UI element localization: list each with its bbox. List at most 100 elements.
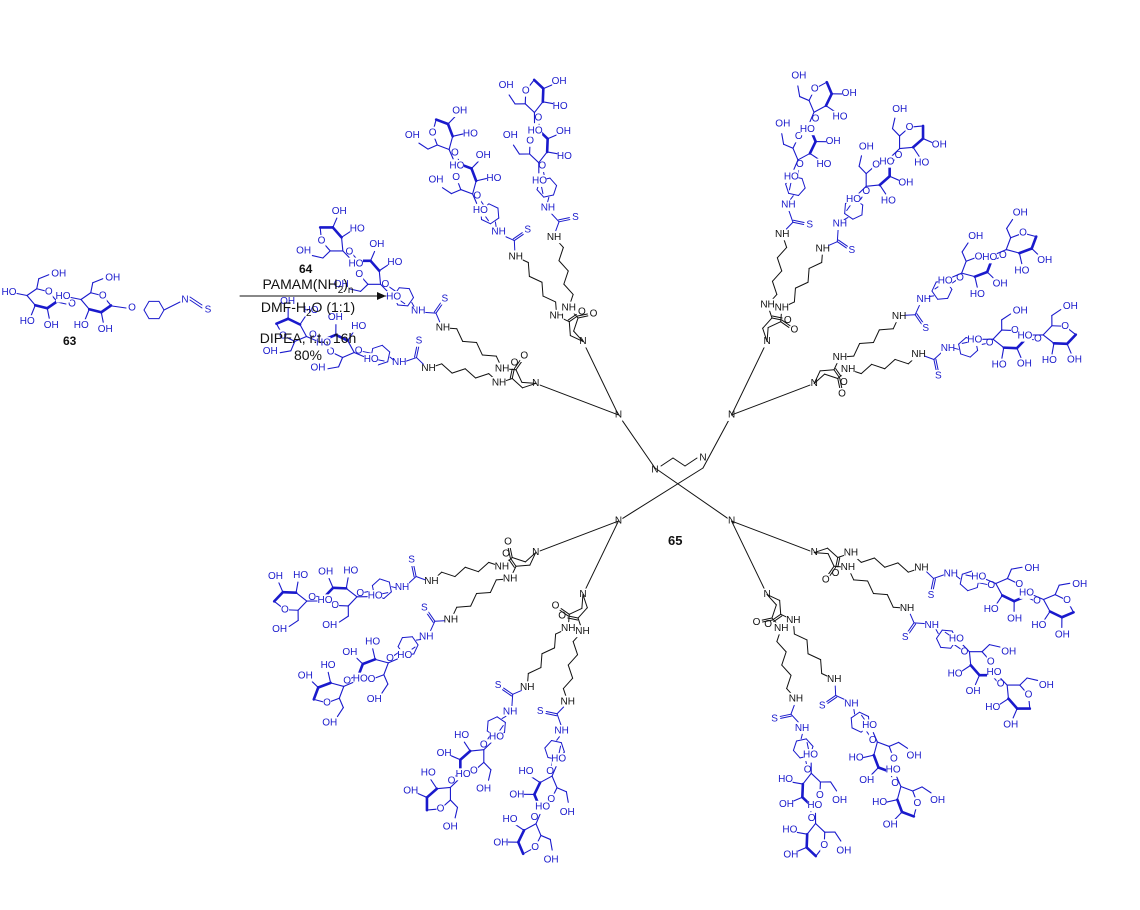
arm-3-glc-ring-bond	[530, 154, 539, 163]
arm-5-gal-ring-bond	[900, 147, 914, 148]
arm-13-gal-oh-bond	[418, 793, 427, 797]
arm-6-thiourea-bond	[915, 304, 920, 315]
arm-9-gal-ch2-bond	[1020, 678, 1027, 685]
arm-12-gal-ring-oxygen: O	[531, 842, 539, 853]
arm-4-phenyl-bond	[786, 184, 789, 193]
arm-5-phenyl-bond	[845, 204, 846, 214]
arm-9-phenyl-bond	[937, 638, 941, 647]
arm-5-sulfur: S	[849, 245, 856, 256]
condition-line-3: DIPEA, r.t., 16h	[238, 330, 378, 347]
arm-10-spacer-bond	[780, 600, 781, 614]
arm-13-glc-ring-bond	[460, 751, 470, 760]
arm-12-thiourea-bond	[557, 714, 561, 725]
reaction-arrow-head	[377, 292, 386, 300]
arm-3-spacer-bond	[564, 284, 573, 294]
arm-12-phenyl-bond	[545, 741, 552, 748]
arm-14-spacer-bond	[490, 580, 496, 593]
arm-1-spacer-bond	[516, 370, 522, 383]
arm-4-gal-ring-bond	[809, 101, 814, 113]
arm-4-gal-hydroxyl: OH	[842, 88, 857, 99]
arm-10-linker-bond	[821, 660, 822, 674]
arm-7-phenyl-bond	[959, 344, 961, 354]
arm-10-glc-hydroxyl: HO	[862, 720, 877, 731]
arm-15-linker-bond	[442, 572, 455, 576]
arm-8-gal-hydroxyl: OH	[1072, 579, 1087, 590]
arm-15-glc-ring-bond	[348, 597, 357, 606]
arm-7-gal-hydroxyl: OH	[1067, 354, 1082, 365]
arm-8-gal-ch2-bond	[1055, 585, 1059, 594]
arm-1-interglycosidic-o: O	[345, 247, 353, 258]
arm-13-glc-oh-bond	[451, 756, 460, 760]
arm-10-aryl-nh: NH	[844, 699, 858, 710]
arm-4-phenyl-bond	[799, 188, 806, 195]
arm-14-glc-hydroxyl: HO	[397, 650, 412, 661]
arm-13-glc-ring-bond	[470, 750, 484, 751]
arm-7-glc-ring-bond	[993, 339, 1004, 347]
arm-12-gal-hydroxyl: HO	[535, 801, 550, 812]
arm-8-glc-ch2-bond	[1007, 569, 1011, 578]
cmpd63-phenyl-bond	[144, 301, 149, 310]
arm-10-phenyl-bond	[852, 728, 861, 732]
arm-7-glc-ring-bond	[993, 330, 1002, 339]
arm-1-thiourea-nh: NH	[436, 322, 450, 333]
arm-10-glc-ch2-bond	[899, 742, 908, 748]
condition-solvent-ratio: O (1:1)	[312, 299, 356, 315]
arm-12-amide-nh: NH	[575, 626, 589, 637]
cmpd63-glc-hydroxyl: OH	[98, 324, 113, 335]
arm-8-gal-hydroxyl: HO	[1031, 620, 1046, 631]
arm-13-glc-hydroxyl: OH	[437, 748, 452, 759]
arm-5-gal-hydroxyl: OH	[932, 140, 947, 151]
arm-6-gal-ring-bond	[1006, 250, 1019, 254]
arm-8-gal-hydroxyl: HO	[1019, 588, 1034, 599]
arm-7-gal-ring-bond	[1043, 335, 1054, 343]
arm-10-glc-hydroxyl: HO	[849, 752, 864, 763]
condition-reagent: PAMAM(NH	[263, 276, 338, 292]
arm-10-gal-ring-bond	[901, 787, 913, 791]
arm-7-phenyl-bond	[970, 350, 977, 357]
arm-7-glc-oh-bond	[1002, 348, 1004, 359]
arm-1-glycosidic-o: O	[382, 279, 390, 290]
arm-14-spacer-bond	[477, 592, 491, 593]
arm-14-gal-ch2-bond	[337, 708, 343, 717]
arm-7-gal-ch2-bond	[1052, 310, 1061, 316]
arm-9-spacer-bond	[854, 580, 868, 581]
arm-3-glc-ring-bond	[547, 139, 548, 152]
arm-12-glc-hydroxyl: HO	[519, 766, 534, 777]
arm-6-aryl-bond	[929, 296, 933, 297]
arm-9-glc-ch2-bond	[982, 645, 989, 652]
arm-8-spacer-bond	[861, 558, 874, 562]
compound-label-63: 63	[63, 334, 76, 348]
arm-14-gal-hydroxyl: HO	[353, 673, 368, 684]
arm-1-linker-bond	[463, 341, 477, 342]
arm-5-gal-hydroxyl: HO	[914, 158, 929, 169]
arm-15-phenyl-bond	[389, 582, 391, 592]
arm-1-glc-hydroxyl: OH	[369, 239, 384, 250]
arm-3-gal-hydroxyl: OH	[499, 80, 514, 91]
arm-11-gal-oh-bond	[797, 832, 808, 834]
arm-3-gal-hydroxyl: HO	[553, 101, 568, 112]
arm-3-phenyl-bond	[544, 195, 554, 197]
arm-9-glc-oh-bond	[962, 665, 971, 671]
arm-14-glc-ch2-bond	[384, 675, 388, 684]
arm-1-gal-ring-bond	[333, 227, 342, 237]
cmpd63-aryl-o: O	[128, 303, 136, 314]
arm-9-sulfur: S	[902, 632, 909, 643]
arm-9-linker-bond	[873, 594, 887, 595]
arm-11-gal-ring-bond	[807, 847, 816, 856]
arm-11-gal-hydroxyl: HO	[807, 800, 822, 811]
arm-9-glycosidic-o: O	[961, 646, 969, 657]
arm-14-gal-hydroxyl: OH	[322, 718, 337, 729]
cmpd63-glc-hydroxyl: HO	[56, 291, 71, 302]
arm-7-phenyl-bond	[961, 354, 970, 357]
arm-8-glc-hydroxyl: HO	[971, 571, 986, 582]
arm-13-glc-hydroxyl: OH	[476, 784, 491, 795]
arm-9-interglycosidic-o: O	[997, 679, 1005, 690]
arm-1-phenyl-bond	[399, 288, 409, 289]
arm-11-glc-hydroxyl: HO	[803, 750, 818, 761]
arm-14-glc-ring-oxygen: O	[368, 674, 376, 685]
arm-13-glc-hydroxyl: HO	[489, 731, 504, 742]
arm-0-linker-bond	[442, 364, 452, 373]
arm-10-spacer-bond	[794, 634, 807, 640]
cmpd63-gal-ring-bond	[47, 302, 57, 309]
arm-12-linker-bond	[568, 665, 572, 678]
